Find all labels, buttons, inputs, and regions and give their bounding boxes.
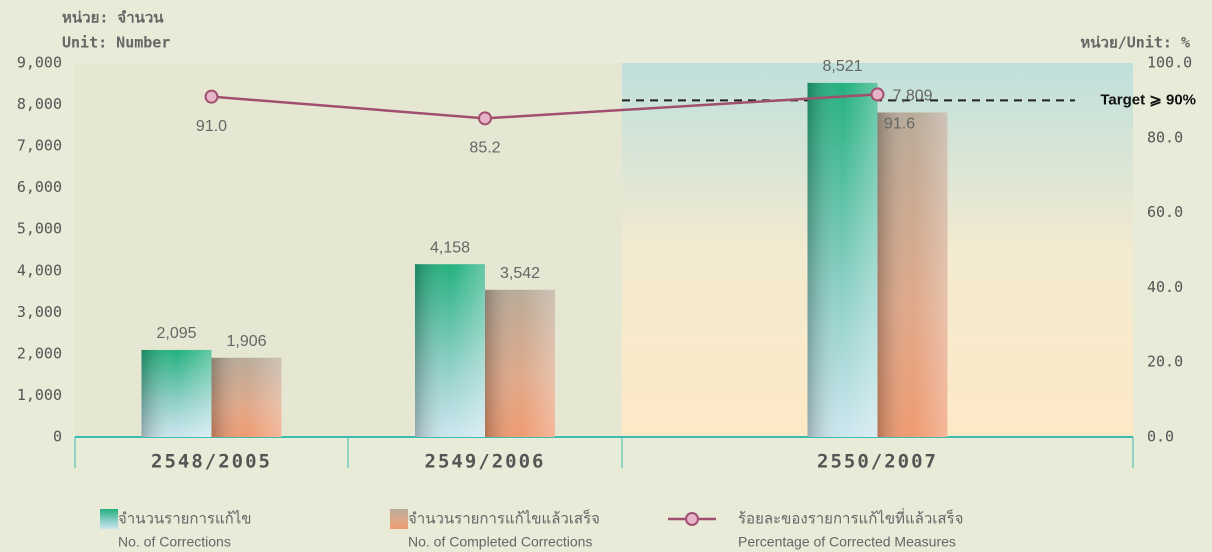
x-tick-label: 2550/2007 (817, 451, 938, 473)
legend-swatch (390, 509, 408, 529)
line-value-label: 85.2 (469, 140, 500, 157)
unit-left-en: Unit: Number (62, 34, 170, 52)
line-value-label: 91.6 (884, 116, 915, 133)
legend-label-en: No. of Corrections (118, 534, 231, 550)
line-value-label: 91.0 (196, 118, 227, 135)
target-label: Target ⩾ 90% (1100, 91, 1196, 108)
legend-label-en: No. of Completed Corrections (408, 534, 592, 550)
y-tick-label: 5,000 (17, 220, 62, 238)
bar-shade (485, 289, 555, 437)
value-label: 8,521 (822, 58, 862, 75)
value-label: 2,095 (156, 325, 196, 342)
y2-tick-label: 40.0 (1147, 278, 1183, 296)
y-tick-label: 0 (53, 428, 62, 446)
y2-tick-label: 60.0 (1147, 203, 1183, 221)
y-tick-label: 1,000 (17, 386, 62, 404)
bar-shade (807, 82, 878, 437)
y-tick-label: 4,000 (17, 261, 62, 279)
line-point (204, 89, 219, 104)
value-label: 3,542 (500, 265, 540, 282)
legend-label-en: Percentage of Corrected Measures (738, 534, 956, 550)
legend-label: จำนวนรายการแก้ไขแล้วเสร็จ (408, 509, 600, 528)
value-label: 4,158 (430, 239, 470, 256)
bar-shade (141, 349, 212, 437)
x-tick-label: 2548/2005 (151, 451, 272, 473)
y-tick-label: 6,000 (17, 178, 62, 196)
line-point (478, 111, 492, 126)
bar-shade (211, 357, 282, 437)
value-label: 1,906 (226, 333, 266, 350)
legend-label: จำนวนรายการแก้ไข (118, 510, 252, 528)
unit-left-th: หน่วย: จำนวน (62, 9, 164, 27)
unit-right: หน่วย/Unit: % (1080, 34, 1190, 52)
legend-label: ร้อยละของรายการแก้ไขที่แล้วเสร็จ (738, 508, 963, 528)
y-tick-label: 2,000 (17, 344, 62, 362)
bar-shade (415, 264, 485, 437)
y-tick-label: 7,000 (17, 137, 62, 155)
y-tick-label: 3,000 (17, 303, 62, 321)
y2-tick-label: 20.0 (1147, 353, 1183, 371)
y2-tick-label: 0.0 (1147, 428, 1174, 446)
y-tick-label: 9,000 (17, 54, 62, 72)
y-tick-label: 8,000 (17, 95, 62, 113)
value-label: 7,809 (892, 88, 932, 105)
y2-tick-label: 100.0 (1147, 54, 1192, 72)
y2-tick-label: 80.0 (1147, 128, 1183, 146)
line-point (870, 87, 885, 102)
separators (74, 437, 1134, 468)
bar-shade (877, 112, 948, 437)
x-tick-label: 2549/2006 (425, 451, 546, 473)
legend-swatch (100, 509, 118, 529)
legend-marker (685, 512, 699, 526)
